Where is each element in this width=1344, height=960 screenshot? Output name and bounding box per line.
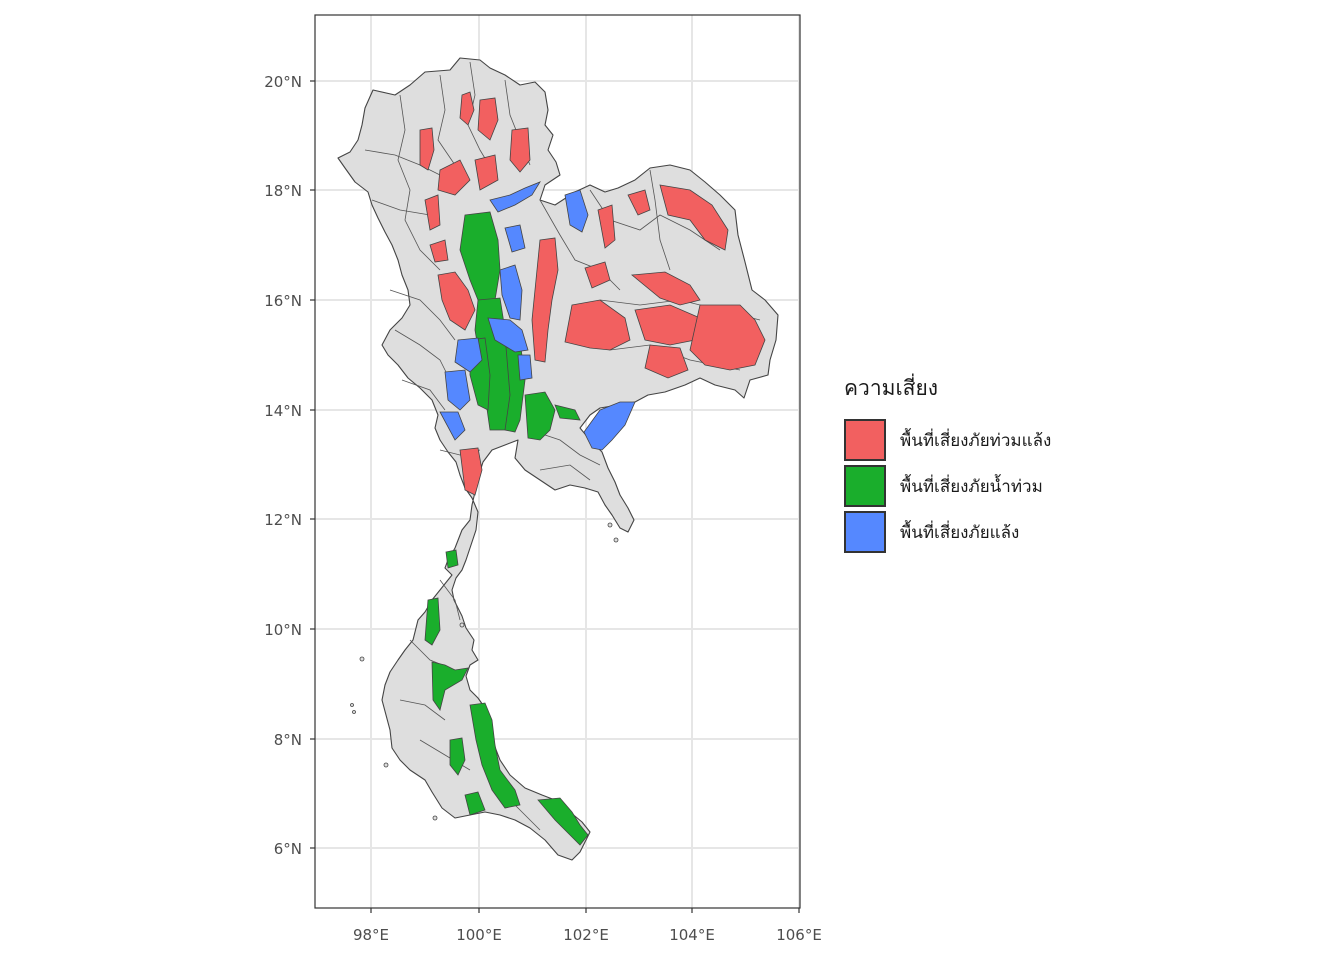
red-area-north-1 bbox=[419, 127, 435, 171]
blue-area-north-3 bbox=[564, 189, 589, 233]
blue-area-west-1 bbox=[454, 337, 483, 373]
red-area-ne-3 bbox=[597, 204, 616, 249]
legend-key-green bbox=[844, 465, 886, 507]
legend: ความเสี่ยง พื้นที่เสี่ยงภัยท่วมแล้ง พื้น… bbox=[844, 372, 1051, 555]
y-tick-label: 18°N bbox=[264, 182, 302, 200]
green-area-east-1 bbox=[524, 391, 556, 441]
green-area-south-4 bbox=[469, 702, 521, 809]
red-area-north-7 bbox=[424, 194, 441, 231]
blue-area-central-1 bbox=[499, 264, 523, 321]
tick-marks bbox=[310, 80, 800, 913]
y-tick-label: 10°N bbox=[264, 621, 302, 639]
x-tick-label: 100°E bbox=[456, 926, 502, 944]
blue-area-central-3 bbox=[517, 354, 533, 381]
legend-title: ความเสี่ยง bbox=[844, 376, 939, 400]
legend-label: พื้นที่เสี่ยงภัยแล้ง bbox=[900, 522, 1020, 543]
x-axis-labels: 98°E 100°E 102°E 104°E 106°E bbox=[353, 926, 822, 944]
red-area-central-1 bbox=[531, 237, 559, 363]
green-area-south-7 bbox=[537, 797, 589, 846]
red-area-ne-9 bbox=[644, 344, 689, 379]
legend-label: พื้นที่เสี่ยงภัยท่วมแล้ง bbox=[900, 430, 1052, 451]
red-area-north-6 bbox=[474, 154, 499, 191]
red-area-north-5 bbox=[437, 159, 471, 196]
green-area-south-6 bbox=[464, 791, 486, 816]
y-tick-label: 12°N bbox=[264, 511, 302, 529]
islands bbox=[350, 522, 619, 821]
red-area-north-4 bbox=[509, 127, 531, 173]
green-area-south-3 bbox=[431, 661, 469, 711]
green-area-south-1 bbox=[445, 549, 459, 569]
red-area-east bbox=[459, 447, 483, 496]
red-area-ne-4 bbox=[584, 261, 611, 289]
legend-item-flood: พื้นที่เสี่ยงภัยน้ำท่วม bbox=[844, 463, 1051, 509]
red-area-ne-2 bbox=[627, 189, 651, 216]
legend-label: พื้นที่เสี่ยงภัยน้ำท่วม bbox=[900, 476, 1043, 497]
red-area-north-2 bbox=[459, 91, 475, 126]
legend-key-red bbox=[844, 419, 886, 461]
legend-item-drought: พื้นที่เสี่ยงภัยแล้ง bbox=[844, 509, 1051, 555]
panel-border bbox=[314, 14, 801, 909]
red-area-north-3 bbox=[477, 97, 499, 141]
risk-drought-areas bbox=[439, 181, 636, 451]
legend-key-blue bbox=[844, 511, 886, 553]
blue-area-west-2 bbox=[444, 369, 471, 411]
blue-area-north-2 bbox=[504, 224, 526, 253]
red-area-ne-1 bbox=[659, 184, 729, 251]
x-tick-label: 106°E bbox=[776, 926, 822, 944]
blue-area-west-3 bbox=[439, 411, 466, 441]
y-axis-labels: 6°N 8°N 10°N 12°N 14°N 16°N 18°N 20°N bbox=[264, 73, 302, 858]
red-area-north-8 bbox=[429, 239, 449, 263]
red-area-west bbox=[437, 271, 476, 331]
y-tick-label: 14°N bbox=[264, 402, 302, 420]
red-area-ne-5 bbox=[630, 271, 701, 306]
red-area-ne-6 bbox=[564, 299, 631, 351]
y-tick-label: 6°N bbox=[274, 840, 302, 858]
y-tick-label: 20°N bbox=[264, 73, 302, 91]
blue-area-central-2 bbox=[487, 317, 529, 353]
legend-item-flood-drought: พื้นที่เสี่ยงภัยท่วมแล้ง bbox=[844, 417, 1051, 463]
y-tick-label: 16°N bbox=[264, 292, 302, 310]
green-area-south-2 bbox=[424, 597, 441, 646]
risk-flood-drought-areas bbox=[419, 91, 766, 496]
y-tick-label: 8°N bbox=[274, 731, 302, 749]
red-area-ne-8 bbox=[689, 304, 766, 371]
risk-flood-areas bbox=[424, 211, 589, 846]
x-tick-label: 98°E bbox=[353, 926, 389, 944]
green-area-south-5 bbox=[449, 737, 466, 776]
blue-area-north-1 bbox=[489, 181, 541, 213]
blue-area-east-1 bbox=[583, 401, 636, 451]
x-tick-label: 104°E bbox=[669, 926, 715, 944]
x-tick-label: 102°E bbox=[563, 926, 609, 944]
green-area-east-2 bbox=[554, 404, 581, 421]
